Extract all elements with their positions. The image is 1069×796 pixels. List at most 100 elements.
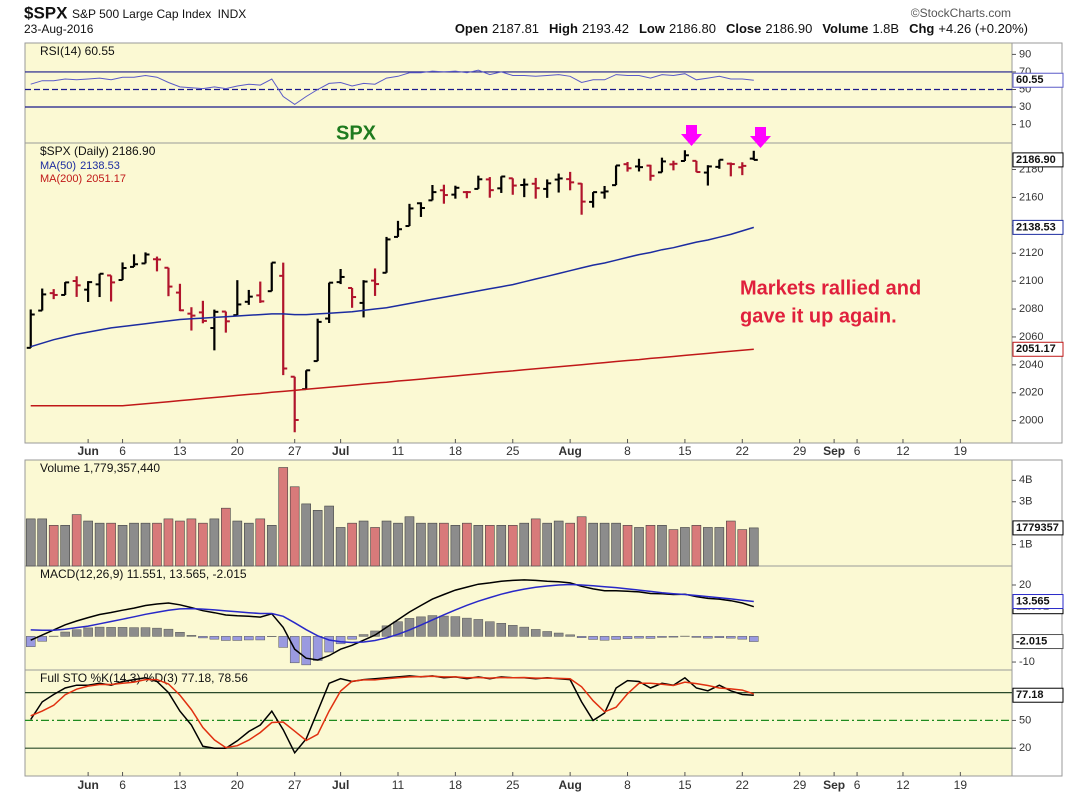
line [30,675,755,749]
last-value-box [1012,152,1064,168]
x-tick-label: 25 [506,778,520,792]
x-tick-label: 6 [854,444,861,458]
histogram-bar [370,630,380,637]
stat-label: Close [726,21,761,36]
bar [416,522,426,567]
bar [485,525,495,567]
bar [737,529,748,567]
x-tick-label: 18 [449,778,463,792]
legend-name: MA(50) [40,160,76,172]
histogram-bar [117,627,128,637]
stat-value: 2186.90 [765,21,812,36]
right-axis-top [1011,42,1063,444]
bar [714,527,725,567]
index-name-text: S&P 500 Large Cap Index [72,7,211,21]
sto-panel [24,669,1013,777]
annotation-spx: SPX [336,122,377,144]
histogram-bar [622,636,633,639]
bar [622,525,633,567]
histogram-bar [140,627,151,637]
panel-title: RSI(14) 60.55 [40,44,115,58]
bar [163,518,174,567]
histogram-bar [198,636,208,639]
bar [198,522,208,567]
bar [496,525,507,567]
bar [657,525,667,567]
bar [152,522,162,567]
x-tick-label: Jun [77,778,98,792]
bar [599,522,610,567]
bar [645,525,656,567]
histogram-bar [106,627,116,637]
last-value-label: 77.18 [1016,689,1044,701]
bar [726,520,736,567]
bar [450,525,461,567]
bar [553,520,564,567]
histogram-bar [530,629,541,637]
x-tick-label: 20 [231,444,245,458]
bar [462,522,472,567]
bar [588,522,598,567]
bar [507,525,518,567]
histogram-bar [163,628,174,637]
bar [289,486,300,567]
price-panel [24,142,1013,444]
histogram-bar [393,621,403,637]
y-tick-label: 10 [1019,118,1031,130]
histogram-bar [25,636,36,647]
bar [530,518,541,567]
macd-panel [24,565,1013,671]
bar [83,520,93,567]
x-tick-label: 12 [896,444,910,458]
arrow [750,127,771,148]
bar [221,507,231,567]
x-tick-label: 18 [449,444,463,458]
y-tick-label: 2080 [1019,303,1043,315]
legend-entry: MA(200) 2051.17 [40,173,126,185]
histogram-bar [599,636,610,641]
x-tick-label: 13 [173,778,187,792]
bar [347,522,357,567]
histogram-bar [634,636,644,639]
histogram-bar [83,627,93,637]
last-value-label: 2186.90 [1016,154,1056,166]
histogram-bar [347,636,357,640]
histogram-bar [37,636,47,642]
line [30,348,754,407]
x-tick-label: Jul [332,444,349,458]
bar [117,525,128,567]
last-value-label: 2138.53 [1016,221,1056,233]
x-tick-label: Aug [558,444,581,458]
histogram-bar [186,635,197,637]
x-tick-label: 12 [896,778,910,792]
bar [335,527,346,567]
stat-label: Open [455,21,488,36]
bar [232,520,243,567]
histogram-bar [439,615,449,637]
legend-value: 2051.17 [86,173,126,185]
x-tick-label: 13 [173,444,187,458]
bar [748,527,759,567]
x-tick-label: Jul [332,778,349,792]
line [30,583,754,644]
y-tick-label: 30 [1019,101,1031,113]
x-tick-label: Sep [823,778,845,792]
last-value-box [1012,687,1064,703]
bar [439,522,449,567]
bar [48,525,59,567]
histogram-bar [324,636,334,653]
histogram-bar [749,636,759,642]
histogram-bar [152,627,162,637]
last-value-box [1012,634,1064,650]
bar [106,522,116,567]
y-tick-label: -10 [1019,656,1035,668]
stat-label: Low [639,21,666,36]
x-tick-label: 6 [119,444,126,458]
stat-label: Chg [909,21,934,36]
histogram-bar [657,636,667,638]
annotation-note: gave it up again. [740,305,897,327]
date: 23-Aug-2016 [24,22,94,36]
y-tick-label: 2160 [1019,191,1043,203]
arrow [681,125,702,146]
last-value-box [1012,594,1064,610]
